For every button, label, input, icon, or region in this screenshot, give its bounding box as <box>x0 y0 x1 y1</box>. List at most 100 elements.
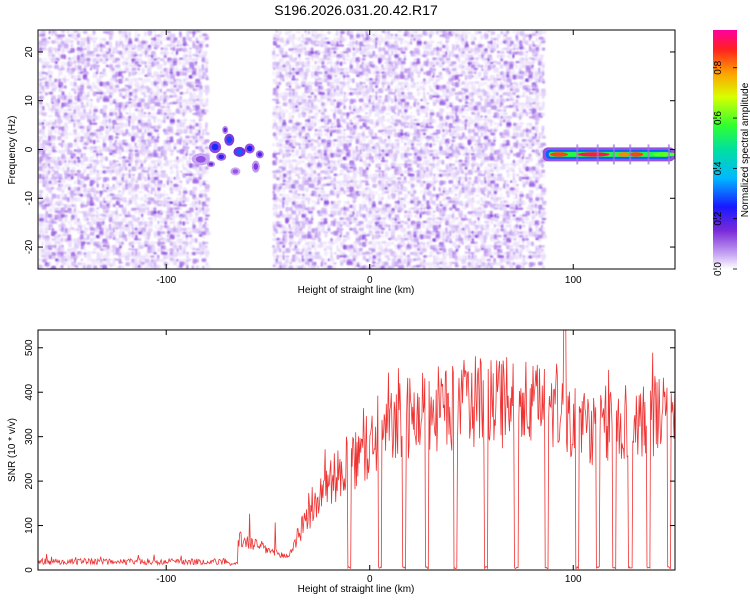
heatmap-cell <box>115 98 119 102</box>
heatmap-cell <box>144 166 147 170</box>
heatmap-cell <box>131 183 135 188</box>
heatmap-cell <box>169 64 175 70</box>
heatmap-cell <box>146 207 150 210</box>
heatmap-cell <box>346 98 349 101</box>
heatmap-cell <box>163 173 168 178</box>
heatmap-cell <box>144 129 147 134</box>
heatmap-cell <box>61 159 65 164</box>
heatmap-cell <box>64 210 68 213</box>
heatmap-cell <box>339 61 343 66</box>
heatmap-cell <box>188 163 193 168</box>
heatmap-cell <box>295 118 299 123</box>
heatmap-cell <box>179 78 182 83</box>
heatmap-cell <box>92 119 96 122</box>
heatmap-cell <box>188 54 192 58</box>
heatmap-cell <box>150 98 155 104</box>
heatmap-cell <box>387 41 392 44</box>
heatmap-cell <box>413 170 417 174</box>
heatmap-cell <box>385 213 389 218</box>
heatmap-cell <box>413 34 418 38</box>
heatmap-cell <box>365 241 370 247</box>
heatmap-cell <box>358 37 362 41</box>
heatmap-cell <box>176 68 180 71</box>
heatmap-cell <box>410 258 414 263</box>
heatmap-cell <box>198 225 203 229</box>
heatmap-cell <box>201 112 205 116</box>
heatmap-cell <box>163 153 167 156</box>
heatmap-cell <box>147 200 152 205</box>
heatmap-cell <box>336 254 340 260</box>
heatmap-cell <box>137 71 141 76</box>
heatmap-cell <box>398 265 402 269</box>
heatmap-cell <box>89 53 95 57</box>
heatmap-cell <box>346 255 350 259</box>
heatmap-cell <box>58 126 62 131</box>
heatmap-cell <box>342 254 348 258</box>
heatmap-cell <box>41 37 47 42</box>
heatmap-cell <box>391 264 395 269</box>
heatmap-cell <box>323 153 328 156</box>
heatmap-cell <box>375 191 378 195</box>
heatmap-cell <box>92 186 96 191</box>
heatmap-cell <box>314 30 318 34</box>
heatmap-cell <box>156 84 160 88</box>
heatmap-cell <box>185 88 190 91</box>
heatmap-cell <box>47 251 53 255</box>
heatmap-cell <box>291 149 295 153</box>
heatmap-cell <box>364 61 369 66</box>
heatmap-cell <box>125 146 128 150</box>
heatmap-cell <box>304 146 308 150</box>
heatmap-cell <box>368 163 371 167</box>
heatmap-cell <box>77 75 81 78</box>
heatmap-cell <box>285 200 289 206</box>
heatmap-cell <box>326 37 330 41</box>
heatmap-cell <box>134 54 138 57</box>
heatmap-cell <box>93 169 96 174</box>
heatmap-cell <box>285 64 289 68</box>
heatmap-cell <box>286 210 289 215</box>
heatmap-cell <box>317 99 322 103</box>
heatmap-cell <box>333 262 337 265</box>
heatmap-cell <box>384 98 389 103</box>
heatmap-cell <box>192 101 196 105</box>
heatmap-cell <box>95 234 101 239</box>
heatmap-cell <box>182 173 186 178</box>
heatmap-cell <box>276 197 280 202</box>
heatmap-cell <box>95 115 100 120</box>
heatmap-cell <box>182 234 185 239</box>
heatmap-cell <box>201 57 206 63</box>
heatmap-cell <box>307 139 312 143</box>
heatmap-cell <box>301 244 306 249</box>
heatmap-cell <box>381 132 385 136</box>
heatmap-cell <box>329 132 333 137</box>
heatmap-cell <box>377 217 382 220</box>
heatmap-cell <box>276 237 281 241</box>
heatmap-cell <box>410 193 415 197</box>
heatmap-cell <box>118 112 123 115</box>
heatmap-cell <box>134 186 138 192</box>
heatmap-cell <box>320 149 323 155</box>
heatmap-cell <box>204 241 209 245</box>
heatmap-cell <box>352 152 356 158</box>
heatmap-cell <box>400 244 403 248</box>
heatmap-cell <box>401 207 404 211</box>
heatmap-cell <box>297 61 302 66</box>
heatmap-cell <box>147 190 150 193</box>
heatmap-cell <box>143 265 149 269</box>
heatmap-cell <box>416 118 420 123</box>
heatmap-cell <box>374 30 378 33</box>
heatmap-cell <box>105 54 109 59</box>
heatmap-cell <box>58 258 61 264</box>
heatmap-cell <box>375 91 378 95</box>
heatmap-cell <box>279 159 283 163</box>
heatmap-cell <box>121 149 125 152</box>
heatmap-cell <box>366 269 371 273</box>
heatmap-cell <box>70 217 73 222</box>
heatmap-cell <box>143 170 150 173</box>
heatmap-cell <box>401 112 404 115</box>
heatmap-cell <box>310 214 314 218</box>
heatmap-cell <box>112 186 118 191</box>
heatmap-cell <box>83 44 86 47</box>
heatmap-cell <box>371 139 375 142</box>
heatmap-cell <box>204 193 208 198</box>
